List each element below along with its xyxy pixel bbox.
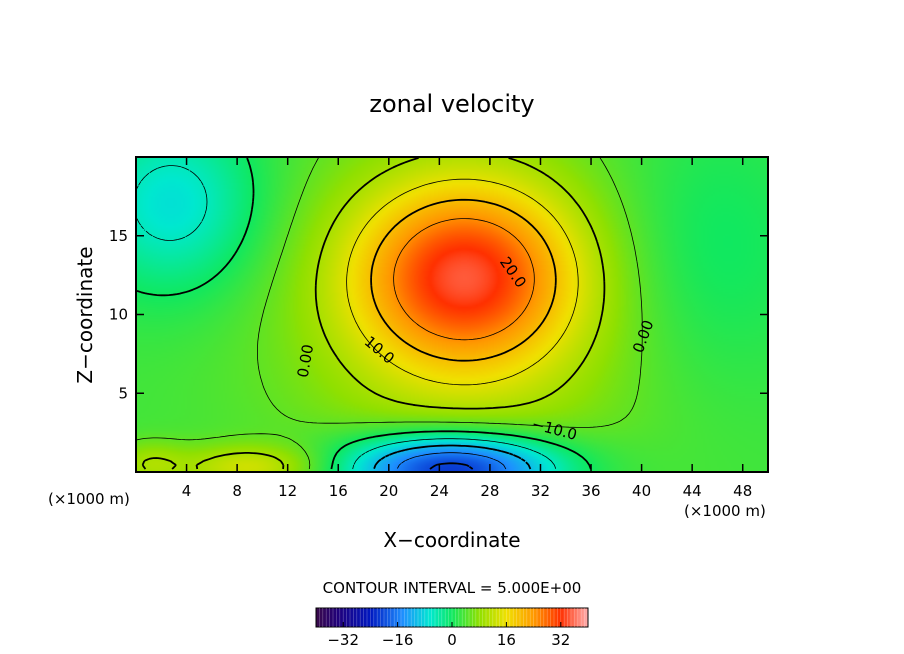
colorbar-tick-label: 0 [447, 631, 457, 649]
x-tick-label: 4 [182, 482, 192, 500]
contour-level--15 [396, 452, 507, 470]
y-tick-label: 5 [118, 384, 128, 402]
x-tick-label: 36 [581, 482, 600, 500]
contour-level--5 [136, 165, 557, 470]
contour-level-15 [346, 178, 579, 386]
y-tick-label: 15 [109, 227, 128, 245]
x-tick-label: 20 [379, 482, 398, 500]
x-tick-label: 12 [278, 482, 297, 500]
x-tick-label: 24 [430, 482, 449, 500]
colorbar-tick-label: −16 [382, 631, 414, 649]
y-axis-ticks: 5 10 15 [109, 227, 768, 402]
contour-label: 0.00 [294, 343, 318, 379]
x-tick-label: 44 [683, 482, 702, 500]
chart-title: zonal velocity [369, 90, 534, 118]
colorbar-tick-label: 32 [551, 631, 570, 649]
contour-level-0 [136, 157, 592, 470]
x-tick-label: 8 [232, 482, 242, 500]
x-unit-left: (×1000 m) [48, 490, 130, 508]
colorbar-ticks: −32 −16 0 16 32 [327, 622, 570, 649]
x-unit-right: (×1000 m) [684, 502, 766, 520]
x-tick-label: 16 [329, 482, 348, 500]
y-axis-label: Z−coordinate [73, 246, 97, 383]
x-tick-label: 48 [733, 482, 752, 500]
contour-level-20 [370, 198, 557, 362]
contour-level-25 [393, 218, 535, 341]
colorbar-tick-label: 16 [497, 631, 516, 649]
contour-level-5 [136, 157, 643, 470]
x-tick-label: 40 [632, 482, 651, 500]
colorbar-segments [319, 608, 585, 627]
velocity-field-image [136, 157, 768, 472]
colorbar-tick-label: −32 [327, 631, 359, 649]
x-tick-label: 32 [531, 482, 550, 500]
contour-lines [136, 157, 643, 470]
contour-level--10 [373, 444, 532, 470]
x-tick-label: 28 [480, 482, 499, 500]
x-axis-ticks: 4 8 12 16 20 24 28 32 36 40 44 48 [182, 157, 752, 500]
x-axis-label: X−coordinate [383, 528, 520, 552]
contour-level-10 [141, 157, 606, 470]
contour-interval-text: CONTOUR INTERVAL = 5.000E+00 [323, 579, 582, 597]
y-tick-label: 10 [109, 306, 128, 324]
